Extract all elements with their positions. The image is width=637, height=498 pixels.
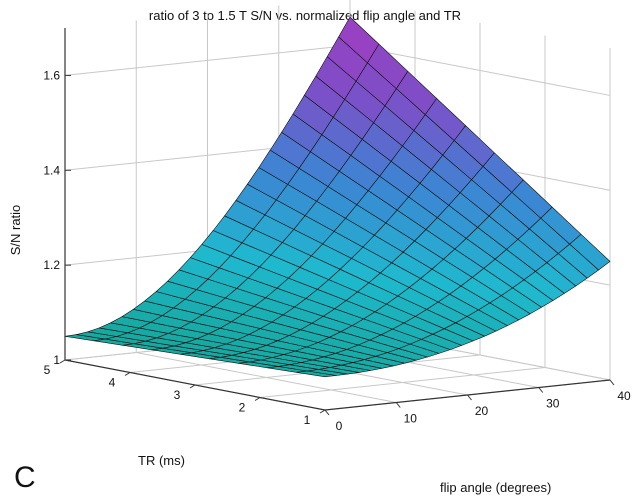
x-tick-label: 40 [617, 389, 631, 403]
z-tick-label: 1.2 [43, 258, 60, 272]
panel-label: C [14, 461, 36, 494]
z-tick-label: 1.6 [43, 68, 60, 82]
x-tick-label: 0 [336, 419, 343, 433]
y-tick-label: 2 [239, 401, 246, 415]
y-tick-label: 1 [304, 413, 311, 427]
x-tick-label: 10 [404, 412, 418, 426]
x-tick [538, 387, 544, 393]
y-tick [59, 359, 66, 364]
y-tick [124, 372, 131, 376]
z-tick-label: 1.4 [43, 163, 60, 177]
surface-mesh [64, 16, 611, 378]
chart-title: ratio of 3 to 1.5 T S/N vs. normalized f… [149, 8, 461, 23]
y-tick [319, 409, 326, 414]
x-axis-label: flip angle (degrees) [440, 480, 551, 495]
y-tick [254, 397, 261, 401]
y-tick-label: 3 [174, 388, 181, 402]
x-tick [467, 394, 472, 401]
z-tick-label: 1 [53, 353, 60, 367]
y-axis-label: TR (ms) [138, 453, 185, 468]
floor-gridline [259, 367, 546, 398]
y-tick-label: 5 [44, 363, 51, 377]
surface-patch [569, 234, 611, 271]
y-tick-label: 4 [109, 376, 116, 390]
side-wall-gridline [349, 44, 611, 96]
x-tick [609, 379, 615, 386]
y-tick [189, 384, 196, 389]
back-wall-gridline [64, 44, 351, 76]
z-axis-label: S/N ratio [8, 205, 23, 256]
x-tick-label: 30 [546, 397, 560, 411]
x-tick [324, 409, 330, 416]
x-tick [395, 402, 401, 408]
x-tick-label: 20 [475, 404, 489, 418]
tick-labels: 1 1.2 1.4 1.6 0 10 20 30 40 1 2 3 4 5 [43, 68, 631, 433]
